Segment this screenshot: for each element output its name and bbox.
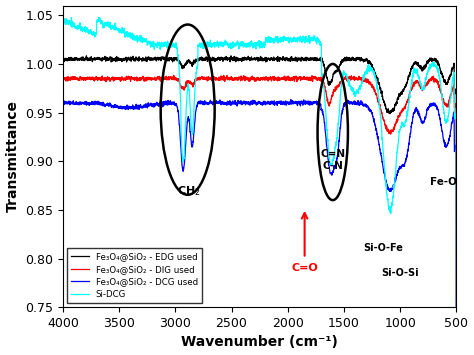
Fe₃O₄@SiO₂ - DCG used bbox=[205, 102, 211, 106]
Fe₃O₄@SiO₂ - DCG used bbox=[237, 100, 243, 105]
Fe₃O₄@SiO₂ - DCG used bbox=[452, 149, 457, 154]
Si-DCG bbox=[147, 40, 153, 44]
Text: C=N: C=N bbox=[320, 149, 345, 159]
X-axis label: Wavenumber (cm⁻¹): Wavenumber (cm⁻¹) bbox=[181, 335, 338, 349]
Fe₃O₄@SiO₂ - DCG used bbox=[288, 97, 294, 102]
Fe₃O₄@SiO₂ - EDG used bbox=[126, 55, 131, 60]
Fe₃O₄@SiO₂ - DIG used bbox=[151, 77, 157, 81]
Si-DCG bbox=[237, 40, 243, 45]
Fe₃O₄@SiO₂ - DCG used bbox=[126, 104, 131, 109]
Fe₃O₄@SiO₂ - EDG used bbox=[452, 93, 457, 97]
Text: Fe-O: Fe-O bbox=[429, 176, 456, 187]
Legend: Fe₃O₄@SiO₂ - EDG used, Fe₃O₄@SiO₂ - DIG used, Fe₃O₄@SiO₂ - DCG used, Si-DCG: Fe₃O₄@SiO₂ - EDG used, Fe₃O₄@SiO₂ - DIG … bbox=[67, 248, 202, 303]
Fe₃O₄@SiO₂ - EDG used bbox=[205, 56, 211, 61]
Text: Si-O-Si: Si-O-Si bbox=[382, 268, 419, 278]
Y-axis label: Transmittance: Transmittance bbox=[6, 100, 19, 212]
Fe₃O₄@SiO₂ - EDG used bbox=[151, 56, 157, 61]
Fe₃O₄@SiO₂ - EDG used bbox=[146, 56, 152, 61]
Fe₃O₄@SiO₂ - DCG used bbox=[151, 104, 157, 109]
Fe₃O₄@SiO₂ - EDG used bbox=[228, 54, 234, 58]
Si-DCG bbox=[126, 32, 131, 36]
Line: Fe₃O₄@SiO₂ - DCG used: Fe₃O₄@SiO₂ - DCG used bbox=[63, 99, 456, 355]
Si-DCG bbox=[96, 15, 101, 20]
Fe₃O₄@SiO₂ - DIG used bbox=[237, 76, 243, 80]
Line: Fe₃O₄@SiO₂ - DIG used: Fe₃O₄@SiO₂ - DIG used bbox=[63, 75, 456, 355]
Fe₃O₄@SiO₂ - DIG used bbox=[146, 77, 152, 81]
Fe₃O₄@SiO₂ - DIG used bbox=[126, 75, 131, 79]
Si-DCG bbox=[151, 44, 157, 49]
Fe₃O₄@SiO₂ - DIG used bbox=[452, 105, 457, 109]
Text: C-N: C-N bbox=[322, 161, 343, 171]
Fe₃O₄@SiO₂ - DIG used bbox=[205, 76, 211, 81]
Line: Fe₃O₄@SiO₂ - EDG used: Fe₃O₄@SiO₂ - EDG used bbox=[63, 56, 456, 355]
Si-DCG bbox=[206, 43, 211, 48]
Fe₃O₄@SiO₂ - DIG used bbox=[221, 73, 227, 77]
Fe₃O₄@SiO₂ - EDG used bbox=[237, 57, 243, 61]
Text: C=O: C=O bbox=[291, 263, 318, 273]
Fe₃O₄@SiO₂ - DCG used bbox=[146, 102, 152, 106]
Line: Si-DCG: Si-DCG bbox=[63, 17, 456, 355]
Text: CH$_2$: CH$_2$ bbox=[177, 185, 201, 198]
Si-DCG bbox=[452, 115, 457, 119]
Text: Si-O-Fe: Si-O-Fe bbox=[364, 243, 403, 253]
